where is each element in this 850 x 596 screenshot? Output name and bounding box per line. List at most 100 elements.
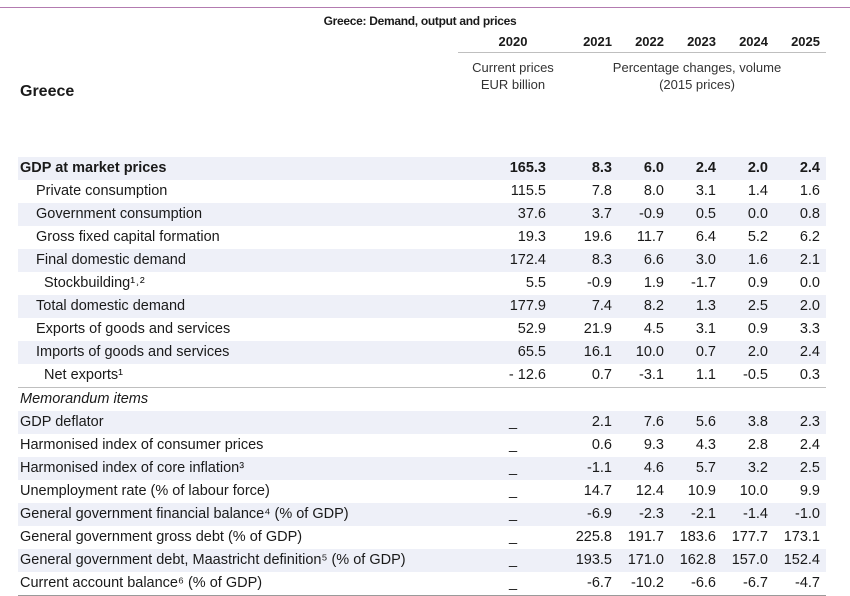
table-row: Current account balance⁶ (% of GDP) _ -6.7… bbox=[18, 571, 826, 596]
value-cell: 1.9 bbox=[643, 275, 664, 291]
table-row: Government consumption 37.6 3.7 -0.9 0.5 0.0 0… bbox=[18, 202, 826, 226]
row-label: GDP deflator bbox=[18, 410, 458, 434]
value-cell: 6.6 bbox=[618, 248, 670, 272]
value-cell: -0.9 bbox=[618, 202, 670, 226]
value-cell: 5.2 bbox=[747, 229, 768, 245]
value-cell: -0.5 bbox=[743, 367, 768, 383]
value-cell: 6.0 bbox=[618, 156, 670, 180]
country-heading: Greece bbox=[20, 82, 75, 100]
table-row: Exports of goods and services 52.9 21.9 4.5… bbox=[18, 318, 826, 341]
value-cell: 3.2 bbox=[722, 456, 774, 480]
value-cell: 1.4 bbox=[747, 183, 768, 199]
value-cell: 171.0 bbox=[618, 548, 670, 572]
value-cell: 2.0 bbox=[722, 340, 774, 364]
row-label: Harmonised index of core inflation³ bbox=[18, 456, 458, 480]
value-cell: 19.6 bbox=[583, 229, 612, 245]
row-label: Private consumption bbox=[36, 183, 168, 199]
value-cell: 0.9 bbox=[747, 275, 768, 291]
table-row: Gross fixed capital formation 19.3 19.6 11.… bbox=[18, 226, 826, 249]
table-caption: Greece: Demand, output and prices bbox=[323, 14, 517, 28]
not-applicable-cell: _ bbox=[458, 548, 568, 572]
value-cell: -4.7 bbox=[774, 571, 826, 596]
value-cell: 3.1 bbox=[695, 183, 716, 199]
table-row: General government gross debt (% of GDP)… bbox=[18, 526, 826, 549]
value-cell: 2.0 bbox=[774, 294, 826, 318]
base-year-value: 37.6 bbox=[458, 202, 568, 226]
value-cell: 0.5 bbox=[670, 202, 722, 226]
value-cell: 2.3 bbox=[774, 410, 826, 434]
value-cell: 193.5 bbox=[568, 548, 618, 572]
table-row: Harmonised index of core inflation³ _ -1.1… bbox=[18, 456, 826, 480]
pct-units-line2: (2015 prices) bbox=[659, 77, 735, 92]
row-label: Harmonised index of consumer prices bbox=[20, 437, 264, 453]
demand-output-prices-table: 2020 2021 2022 2023 2024 2025 Greece Cur… bbox=[18, 30, 826, 596]
value-cell: 10.0 bbox=[618, 340, 670, 364]
not-applicable-cell: _ bbox=[508, 529, 518, 545]
value-cell: -2.3 bbox=[618, 502, 670, 526]
value-cell: 2.4 bbox=[670, 156, 722, 180]
value-cell: 2.8 bbox=[747, 437, 768, 453]
row-label: Unemployment rate (% of labour force) bbox=[20, 483, 270, 499]
value-cell: 3.8 bbox=[722, 410, 774, 434]
memorandum-heading: Memorandum items bbox=[18, 386, 826, 411]
value-cell: 1.1 bbox=[695, 367, 716, 383]
table-row: GDP deflator _ 2.1 7.6 5.6 3.8 2.3 bbox=[18, 410, 826, 434]
not-applicable-cell: _ bbox=[458, 456, 568, 480]
base-units-line2: EUR billion bbox=[480, 77, 546, 92]
not-applicable-cell: _ bbox=[458, 571, 568, 596]
row-label: Net exports¹ bbox=[44, 367, 123, 383]
table-row: General government debt, Maastricht defi… bbox=[18, 548, 826, 572]
memorandum-rows: Memorandum items GDP deflator _ 2.1 7.6 5.6 3… bbox=[18, 386, 826, 596]
value-cell: 0.0 bbox=[722, 202, 774, 226]
year-header: 2025 bbox=[791, 33, 820, 49]
value-cell: 8.0 bbox=[643, 183, 664, 199]
value-cell: 14.7 bbox=[583, 483, 612, 499]
table-row: Harmonised index of consumer prices _ 0.6 9… bbox=[18, 434, 826, 457]
year-header-row: 2020 2021 2022 2023 2024 2025 bbox=[18, 30, 826, 53]
table-row: GDP at market prices 165.3 8.3 6.0 2.4 2.0 2.4 bbox=[18, 156, 826, 180]
table-row: Unemployment rate (% of labour force) _ 14… bbox=[18, 480, 826, 503]
value-cell: 162.8 bbox=[670, 548, 722, 572]
value-cell: -6.7 bbox=[722, 571, 774, 596]
row-label: Gross fixed capital formation bbox=[36, 229, 220, 245]
not-applicable-cell: _ bbox=[508, 437, 518, 453]
value-cell: 5.7 bbox=[670, 456, 722, 480]
base-year-value: 65.5 bbox=[458, 340, 568, 364]
base-year-units: Current prices EUR billion bbox=[458, 52, 568, 147]
value-cell: 2.0 bbox=[722, 156, 774, 180]
value-cell: 4.6 bbox=[618, 456, 670, 480]
value-cell: 1.6 bbox=[799, 183, 820, 199]
row-label: GDP at market prices bbox=[18, 156, 458, 180]
value-cell: 10.9 bbox=[687, 483, 716, 499]
table-row: Imports of goods and services 65.5 16.1 10.… bbox=[18, 340, 826, 364]
value-cell: 7.8 bbox=[591, 183, 612, 199]
table-row: Private consumption 115.5 7.8 8.0 3.1 1.4 1.6 bbox=[18, 180, 826, 203]
year-header: 2022 bbox=[635, 33, 664, 49]
value-cell: 0.8 bbox=[774, 202, 826, 226]
table-row: Final domestic demand 172.4 8.3 6.6 3.0 1.6 2.… bbox=[18, 248, 826, 272]
year-header: 2021 bbox=[583, 33, 612, 49]
table-row: Net exports¹ - 12.6 0.7 -3.1 1.1 -0.5 0.3 bbox=[18, 364, 826, 388]
row-label: General government debt, Maastricht defi… bbox=[18, 548, 458, 572]
value-cell: 152.4 bbox=[774, 548, 826, 572]
not-applicable-cell: _ bbox=[458, 410, 568, 434]
value-cell: 0.9 bbox=[747, 321, 768, 337]
row-label: Total domestic demand bbox=[18, 294, 458, 318]
value-cell: 0.7 bbox=[670, 340, 722, 364]
base-year-value: - 12.6 bbox=[508, 367, 546, 383]
value-cell: 2.1 bbox=[774, 248, 826, 272]
value-cell: -2.1 bbox=[670, 502, 722, 526]
row-label: Government consumption bbox=[18, 202, 458, 226]
not-applicable-cell: _ bbox=[508, 483, 518, 499]
value-cell: 177.7 bbox=[731, 529, 768, 545]
value-cell: -1.4 bbox=[722, 502, 774, 526]
value-cell: 8.3 bbox=[568, 248, 618, 272]
row-label: Final domestic demand bbox=[18, 248, 458, 272]
value-cell: 173.1 bbox=[783, 529, 820, 545]
value-cell: -1.0 bbox=[774, 502, 826, 526]
value-cell: 2.4 bbox=[774, 156, 826, 180]
pct-units-line1: Percentage changes, volume bbox=[612, 60, 782, 75]
value-cell: 8.2 bbox=[618, 294, 670, 318]
value-cell: 3.3 bbox=[799, 321, 820, 337]
label-column-header bbox=[18, 30, 458, 53]
